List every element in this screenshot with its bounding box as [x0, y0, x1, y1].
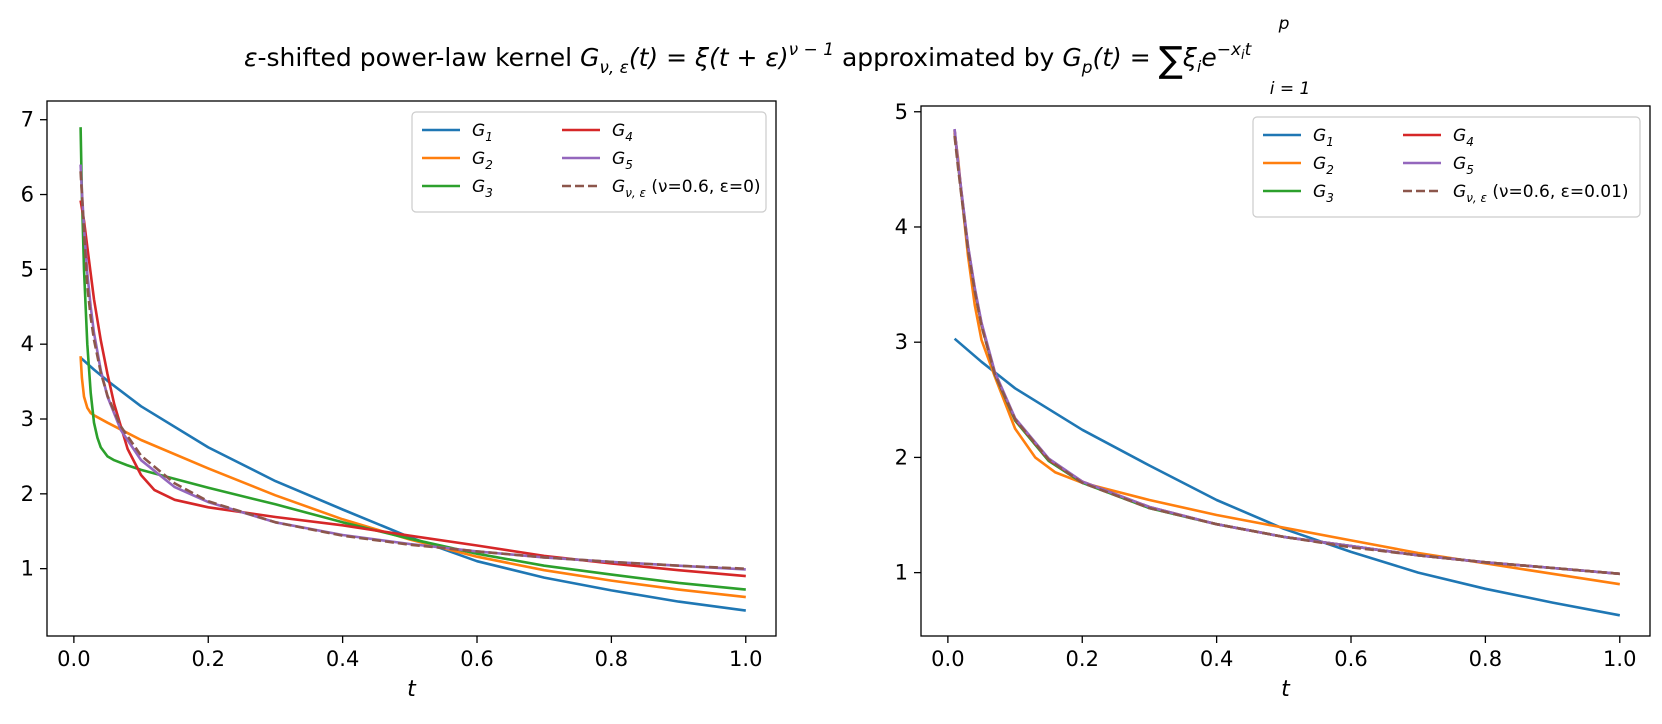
legend-label-6: Gν, ε (ν=0.6, ε=0.01) [1453, 182, 1629, 205]
legend-label-1: G1 [1313, 126, 1334, 149]
x-tick-label: 0.4 [326, 647, 359, 671]
legend-label-3: G3 [472, 177, 493, 200]
y-tick-label: 5 [895, 100, 908, 124]
x-axis-label: t [1281, 677, 1291, 702]
title-gp-sub: p [1081, 58, 1093, 78]
series-line-3 [79, 127, 746, 591]
y-tick-label: 5 [21, 257, 34, 281]
series-line-6 [79, 171, 746, 570]
legend-box [1252, 116, 1641, 218]
title-prefix: ε [244, 43, 258, 72]
figure-title: ε-shifted power-law kernel Gν, ε(t) = ξ(… [244, 14, 1310, 99]
y-tick-label: 2 [895, 445, 908, 469]
legend-label-6: Gν, ε (ν=0.6, ε=0) [612, 177, 761, 200]
title-term-sub: i [1197, 57, 1202, 76]
legend-label-5: G5 [1453, 154, 1474, 177]
series-line-1 [79, 356, 746, 612]
x-tick-label: 0.8 [595, 647, 628, 671]
x-tick-label: 0.4 [1200, 647, 1233, 671]
title-g: G [580, 43, 599, 72]
legend-label-4: G4 [612, 121, 633, 144]
legend-label-3: G3 [1313, 182, 1334, 205]
title-term-e: e [1201, 43, 1216, 72]
y-tick-label: 6 [21, 183, 34, 207]
title-exp2-t: t [1245, 40, 1253, 60]
y-tick-label: 1 [21, 557, 34, 581]
x-tick-label: 1.0 [1603, 647, 1636, 671]
series-group [79, 127, 746, 612]
title-g-sub: ν, ε [599, 58, 629, 78]
legend: G1 G2 G3 G4 G5 Gν, ε (ν=0.6, ε=0.01) [1252, 116, 1641, 218]
x-tick-label: 1.0 [729, 647, 762, 671]
axes-frame [46, 100, 777, 637]
series-line-1 [953, 337, 1621, 617]
title-sum-top: p [1278, 14, 1290, 34]
series-line-5 [79, 164, 746, 571]
svg-text:ε-shifted power-law kernel Gν,: ε-shifted power-law kernel Gν, ε(t) = ξ(… [244, 40, 1253, 81]
right-panel: 0.0 0.2 0.4 0.6 0.8 1.0 1 2 3 4 5 t G1 G2 G3 G4 G5 Gν, ε … [895, 100, 1651, 702]
legend-label-2: G2 [472, 149, 493, 172]
title-part1: -shifted power-law kernel [258, 43, 580, 72]
legend-box [411, 111, 767, 213]
legend: G1 G2 G3 G4 G5 Gν, ε (ν=0.6, ε=0) [411, 111, 767, 213]
x-tick-label: 0.2 [192, 647, 225, 671]
legend-label-2: G2 [1313, 154, 1334, 177]
series-line-2 [79, 356, 746, 599]
x-tick-label: 0.2 [1066, 647, 1099, 671]
title-sum: ∑ [1159, 40, 1183, 81]
y-tick-label: 1 [895, 561, 908, 585]
x-tick-label: 0.0 [931, 647, 964, 671]
y-tick-label: 4 [21, 332, 34, 356]
title-term: ξ [1182, 43, 1198, 72]
y-tick-label: 3 [895, 330, 908, 354]
x-tick-label: 0.6 [1334, 647, 1367, 671]
y-tick-label: 7 [21, 108, 34, 132]
y-tick-label: 2 [21, 482, 34, 506]
title-exp1: ν − 1 [789, 40, 834, 60]
series-group [953, 128, 1621, 617]
title-mid: approximated by [834, 43, 1062, 72]
legend-label-5: G5 [612, 149, 633, 172]
axes-frame [920, 105, 1651, 637]
title-sum-bottom: i = 1 [1270, 79, 1311, 99]
x-tick-label: 0.6 [460, 647, 493, 671]
title-eq2: (t) = [1092, 43, 1158, 72]
title-eq1: (t) = ξ(t + ε) [629, 43, 789, 72]
series-line-5 [953, 128, 1620, 576]
legend-label-4: G4 [1453, 126, 1474, 149]
series-line-4 [79, 200, 746, 578]
series-line-6 [953, 135, 1620, 576]
title-exp2: −x [1217, 40, 1242, 60]
title-exp2-sub: i [1241, 48, 1245, 63]
x-tick-label: 0.0 [57, 647, 90, 671]
legend-label-1: G1 [472, 121, 493, 144]
y-tick-label: 3 [21, 407, 34, 431]
y-tick-label: 4 [895, 215, 908, 239]
title-gp: G [1062, 43, 1081, 72]
left-panel: 0.0 0.2 0.4 0.6 0.8 1.0 1 2 3 4 5 6 7 t G1 G2 G3 G4 G5 Gν, … [21, 100, 777, 702]
x-tick-label: 0.8 [1469, 647, 1502, 671]
x-axis-label: t [407, 677, 417, 702]
